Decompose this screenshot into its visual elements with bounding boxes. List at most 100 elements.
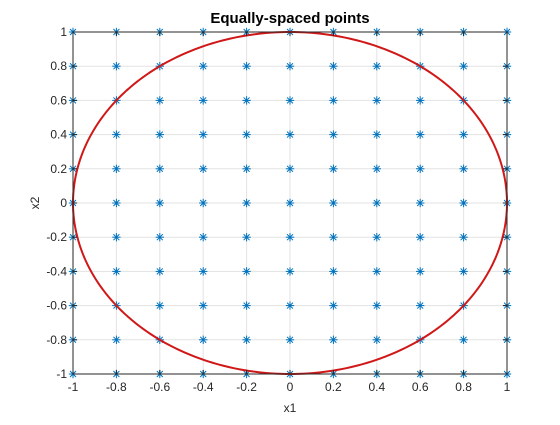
asterisk-stroke bbox=[156, 233, 164, 241]
data-point bbox=[329, 301, 338, 310]
x-tick-label: 0.4 bbox=[368, 380, 385, 394]
asterisk-stroke bbox=[330, 62, 337, 70]
y-ticks: -1 -0.8 -0.6 -0.4 -0.2 0 0.2 0.4 0.6 0.8 1 bbox=[46, 25, 507, 381]
data-point bbox=[242, 267, 251, 276]
data-point bbox=[242, 301, 251, 310]
asterisk-stroke bbox=[199, 268, 207, 275]
data-point bbox=[199, 96, 208, 105]
data-point bbox=[155, 164, 164, 173]
asterisk-stroke bbox=[199, 336, 207, 344]
asterisk-stroke bbox=[460, 268, 467, 275]
asterisk-stroke bbox=[243, 233, 250, 241]
data-point bbox=[285, 301, 295, 310]
asterisk-stroke bbox=[113, 268, 120, 275]
x-tick-label: 1 bbox=[504, 380, 511, 394]
data-point bbox=[329, 164, 338, 173]
x-ticks: -1 -0.8 -0.6 -0.4 -0.2 0 0.2 0.4 0.6 0.8 1 bbox=[68, 32, 511, 394]
data-point bbox=[285, 267, 295, 276]
data-point bbox=[329, 62, 338, 71]
data-point bbox=[459, 130, 468, 139]
data-point bbox=[112, 130, 121, 139]
data-point bbox=[329, 233, 338, 242]
data-point bbox=[416, 164, 425, 173]
data-point bbox=[329, 130, 338, 139]
data-point bbox=[416, 198, 425, 208]
data-point bbox=[112, 267, 121, 276]
data-point bbox=[112, 164, 121, 173]
asterisk-stroke bbox=[373, 199, 381, 207]
data-point bbox=[242, 130, 251, 139]
asterisk-stroke bbox=[113, 131, 120, 138]
data-point bbox=[242, 233, 251, 242]
asterisk-stroke bbox=[113, 336, 120, 344]
data-point bbox=[199, 198, 208, 208]
data-point bbox=[199, 233, 208, 242]
data-point bbox=[155, 96, 164, 105]
asterisk-stroke bbox=[286, 233, 294, 241]
asterisk-stroke bbox=[156, 199, 164, 207]
asterisk-stroke bbox=[199, 199, 207, 207]
x-tick-label: 0 bbox=[287, 380, 294, 394]
y-tick-label: -0.8 bbox=[46, 333, 67, 347]
asterisk-stroke bbox=[199, 131, 207, 138]
data-point bbox=[459, 233, 468, 242]
asterisk-stroke bbox=[416, 97, 424, 104]
data-point bbox=[329, 96, 338, 105]
data-point bbox=[242, 198, 251, 208]
asterisk-stroke bbox=[156, 131, 164, 138]
asterisk-stroke bbox=[113, 165, 120, 173]
asterisk-stroke bbox=[373, 165, 381, 173]
data-point bbox=[459, 335, 468, 344]
asterisk-stroke bbox=[330, 336, 337, 344]
asterisk-stroke bbox=[286, 165, 294, 173]
data-point bbox=[459, 164, 468, 173]
data-point bbox=[459, 198, 468, 208]
data-point bbox=[155, 301, 164, 310]
data-point bbox=[199, 164, 208, 173]
data-point bbox=[372, 164, 381, 173]
x-tick-label: -0.8 bbox=[106, 380, 127, 394]
asterisk-stroke bbox=[199, 97, 207, 104]
y-tick-label: -0.4 bbox=[46, 264, 67, 278]
data-point bbox=[372, 335, 381, 344]
data-point bbox=[112, 198, 121, 208]
data-point bbox=[242, 164, 251, 173]
asterisk-stroke bbox=[416, 131, 424, 138]
asterisk-stroke bbox=[243, 199, 250, 207]
data-point bbox=[285, 198, 295, 208]
data-point bbox=[199, 301, 208, 310]
asterisk-stroke bbox=[416, 233, 424, 241]
data-point bbox=[285, 96, 295, 105]
asterisk-stroke bbox=[460, 62, 467, 70]
asterisk-stroke bbox=[156, 165, 164, 173]
asterisk-stroke bbox=[286, 131, 294, 138]
asterisk-stroke bbox=[199, 233, 207, 241]
data-point bbox=[459, 62, 468, 71]
asterisk-stroke bbox=[416, 268, 424, 275]
data-point bbox=[329, 267, 338, 276]
data-point bbox=[372, 301, 381, 310]
asterisk-stroke bbox=[373, 97, 381, 104]
y-tick-label: 0 bbox=[60, 196, 67, 210]
data-point bbox=[416, 130, 425, 139]
data-point bbox=[242, 335, 251, 344]
y-tick-label: 0.4 bbox=[50, 128, 67, 142]
x-tick-label: -1 bbox=[68, 380, 79, 394]
data-point bbox=[285, 164, 295, 173]
data-point bbox=[199, 267, 208, 276]
asterisk-stroke bbox=[156, 302, 164, 309]
asterisk-stroke bbox=[199, 62, 207, 70]
asterisk-stroke bbox=[243, 97, 250, 104]
asterisk-stroke bbox=[199, 302, 207, 309]
asterisk-stroke bbox=[330, 233, 337, 241]
x-tick-label: -0.4 bbox=[193, 380, 214, 394]
data-point bbox=[459, 267, 468, 276]
data-point bbox=[416, 233, 425, 242]
data-point bbox=[285, 335, 295, 344]
asterisk-stroke bbox=[243, 302, 250, 309]
asterisk-stroke bbox=[243, 268, 250, 275]
asterisk-stroke bbox=[286, 199, 294, 207]
data-point bbox=[416, 267, 425, 276]
data-point bbox=[329, 335, 338, 344]
